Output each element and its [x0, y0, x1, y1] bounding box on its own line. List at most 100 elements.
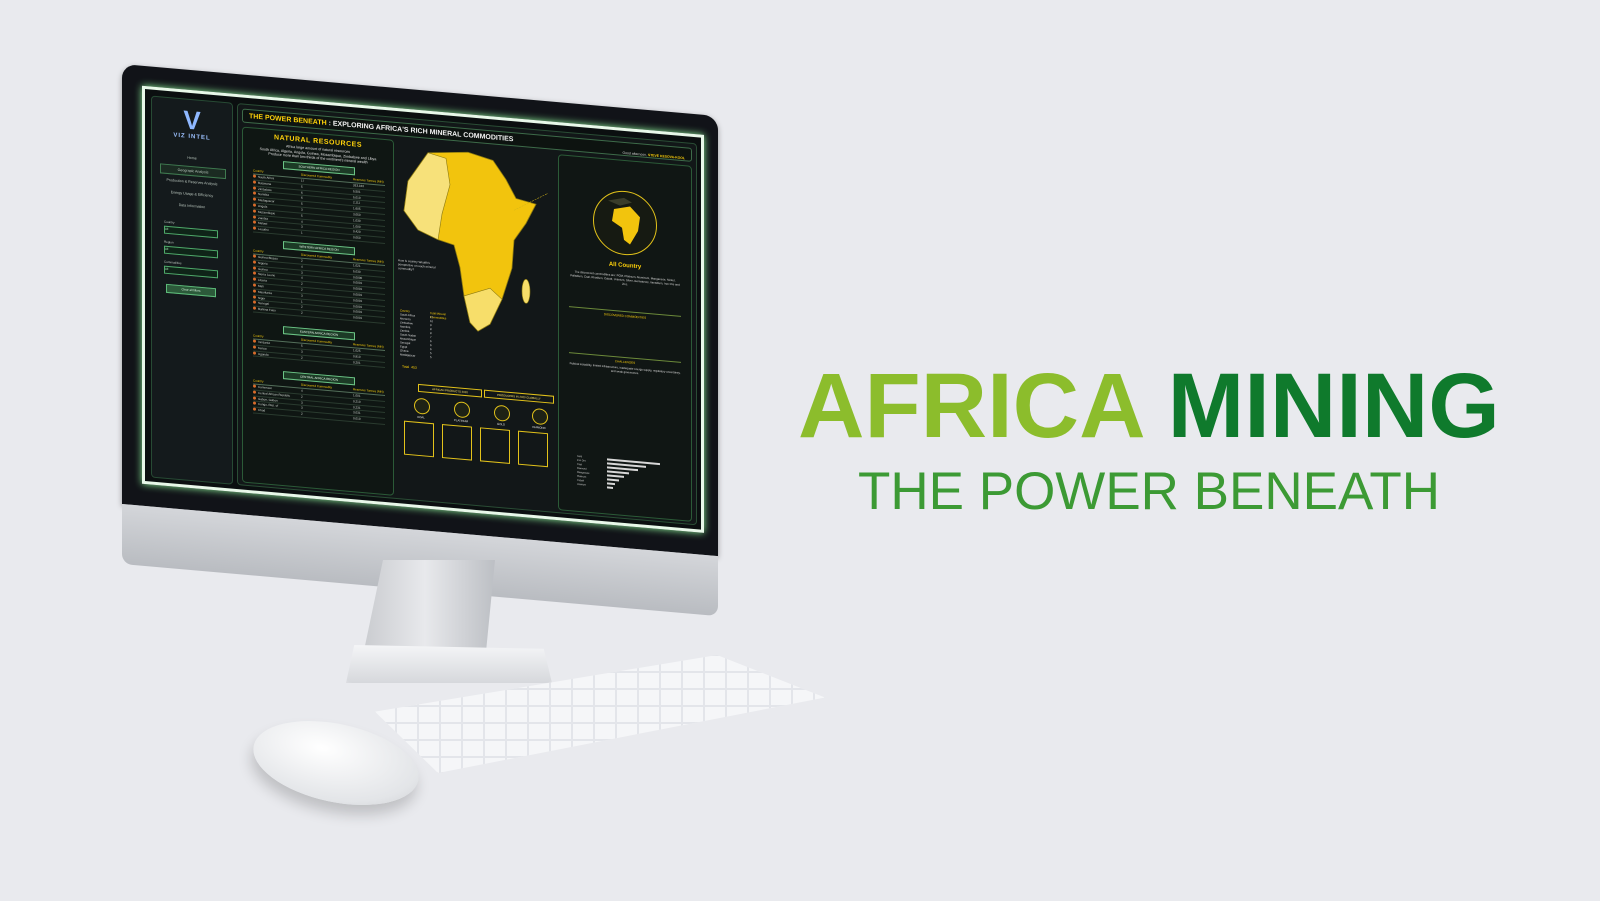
table-cell: 0,0001	[353, 292, 363, 297]
table-cell: 263,163	[353, 183, 364, 189]
table-cell: 1,030	[353, 217, 361, 223]
table-cell: 0,0000	[353, 274, 363, 280]
sidebar-item-production[interactable]: Production & Reserves Analysis	[166, 177, 218, 187]
diamond-icon[interactable]	[532, 407, 548, 426]
table-cell: 5	[430, 354, 432, 360]
flag-icon	[253, 345, 256, 349]
africa-map-panel: How is country Wealth's perspective on e…	[398, 140, 554, 508]
table-cell: Zambia	[253, 215, 268, 220]
table-cell: 0,0001	[353, 309, 363, 315]
central-region-table: Country Discovered Commodity Reserves Tonn…	[253, 378, 385, 425]
flag-icon	[253, 220, 256, 225]
flag-icon	[253, 191, 256, 196]
table-cell: 5	[301, 201, 303, 206]
flag-icon	[253, 283, 256, 287]
flag-icon	[253, 396, 256, 400]
vizintel-logo-icon: V	[183, 104, 201, 136]
gold-icon[interactable]	[494, 404, 510, 422]
table-cell: 1,025	[353, 348, 361, 353]
africa-zoom-icon	[608, 197, 640, 245]
desktop-monitor: V VIZ INTEL Home Geograpic Analysis Prod…	[122, 64, 722, 617]
table-cell: 3	[301, 406, 303, 411]
table-cell: 0,0001	[353, 303, 363, 309]
table-cell: Cameroon	[253, 384, 272, 390]
table-cell: 2	[301, 355, 303, 360]
filter-country-select[interactable]: All	[164, 225, 218, 239]
table-cell: 6	[301, 190, 303, 195]
eastern-region-table: Country Discovered Commodity Reserves Tonn…	[253, 333, 385, 369]
table-cell: 3	[301, 293, 303, 298]
headline-africa: AFRICA	[798, 355, 1143, 457]
flag-icon	[253, 203, 256, 207]
headline-mining: MINING	[1167, 355, 1500, 457]
filter-region-select[interactable]: All	[164, 245, 218, 259]
table-cell: 17	[301, 178, 305, 183]
table-cell: 2	[301, 310, 303, 315]
table-header-cell: Country	[253, 378, 264, 384]
table-cell: 2	[301, 287, 303, 292]
monitor-bezel: V VIZ INTEL Home Geograpic Analysis Prod…	[122, 64, 718, 557]
table-cell: 0,0001	[353, 286, 363, 292]
monitor-stand-base	[346, 645, 552, 683]
table-cell: 3	[301, 207, 303, 212]
table-cell: 3	[301, 349, 303, 354]
diamond-label: DIAMOND	[532, 424, 546, 431]
platinum-label: PLATINUM	[454, 418, 468, 424]
table-cell: 1	[301, 230, 303, 235]
flag-icon	[253, 384, 256, 388]
western-region-table: Country Discovered Commodity Reserves Tonn…	[253, 248, 385, 324]
flag-icon	[253, 295, 256, 299]
diamond-info-box	[518, 430, 548, 468]
table-cell: 4	[301, 219, 303, 224]
table-cell: 5	[301, 184, 303, 189]
platinum-icon[interactable]	[454, 401, 470, 419]
table-cell: Guinea	[253, 266, 268, 271]
filter-region-label: Region	[164, 239, 174, 245]
table-cell: 2	[301, 305, 303, 310]
coal-icon[interactable]	[414, 397, 430, 415]
flag-icon	[253, 277, 256, 281]
clear-filters-button[interactable]: Clear all filters	[166, 283, 216, 298]
tab-african-products[interactable]: AFRICAN PRODUCTS 2020	[418, 383, 482, 398]
sidebar-item-data[interactable]: Data Information	[178, 202, 206, 210]
table-cell: Senegal	[253, 300, 269, 306]
sidebar-item-energy[interactable]: Energy Usage & Efficiency	[170, 190, 214, 198]
europe-zoom-shape	[608, 197, 632, 206]
flag-icon	[253, 266, 256, 270]
table-cell: Namibia	[253, 191, 269, 197]
producers-tabs: AFRICAN PRODUCTS 2020 PRODUCERS IN 2020 …	[418, 383, 554, 404]
flag-icon	[253, 339, 256, 343]
gold-info-box	[480, 427, 510, 464]
world-map-zoom[interactable]	[593, 188, 657, 258]
subheadline: THE POWER BENEATH	[858, 462, 1441, 521]
bar-label: Coal	[577, 462, 582, 467]
sidebar-item-home[interactable]: Home	[187, 155, 197, 161]
discovered-commodities-text: The discovered commodities are: PGM, Pla…	[570, 269, 680, 287]
table-cell: 2	[301, 281, 303, 286]
table-cell: 1	[301, 299, 303, 304]
table-cell: 6	[301, 196, 303, 201]
flag-icon	[253, 180, 256, 184]
flag-icon	[253, 401, 256, 406]
country-detail-panel: All Country The discovered commodities a…	[558, 154, 692, 522]
table-cell: 2	[301, 394, 303, 399]
flag-icon	[253, 260, 256, 264]
africa-map[interactable]	[398, 140, 548, 353]
table-cell: 1,000	[353, 223, 361, 229]
bar-label: Gold	[577, 454, 583, 459]
monitor-screen: V VIZ INTEL Home Geograpic Analysis Prod…	[142, 85, 704, 533]
table-cell: South Africa	[253, 174, 274, 180]
table-cell: 0,0001	[353, 315, 363, 321]
filter-commodities-select[interactable]: All	[164, 265, 218, 279]
table-cell: Zimbabwe	[253, 186, 272, 192]
table-header-cell: Country	[253, 333, 264, 339]
table-cell: Mali	[253, 283, 264, 288]
bar-label: Cobalt	[577, 478, 584, 483]
filter-country-label: Country	[164, 219, 175, 225]
gold-label: GOLD	[497, 421, 505, 427]
table-cell: 3	[301, 400, 303, 405]
tab-global-producers[interactable]: PRODUCERS IN 2020 GLOBALLY	[484, 389, 554, 404]
flag-icon	[253, 300, 256, 305]
table-cell: 0,0001	[353, 280, 363, 286]
sidebar-item-geographic[interactable]: Geograpic Analysis	[160, 163, 226, 180]
